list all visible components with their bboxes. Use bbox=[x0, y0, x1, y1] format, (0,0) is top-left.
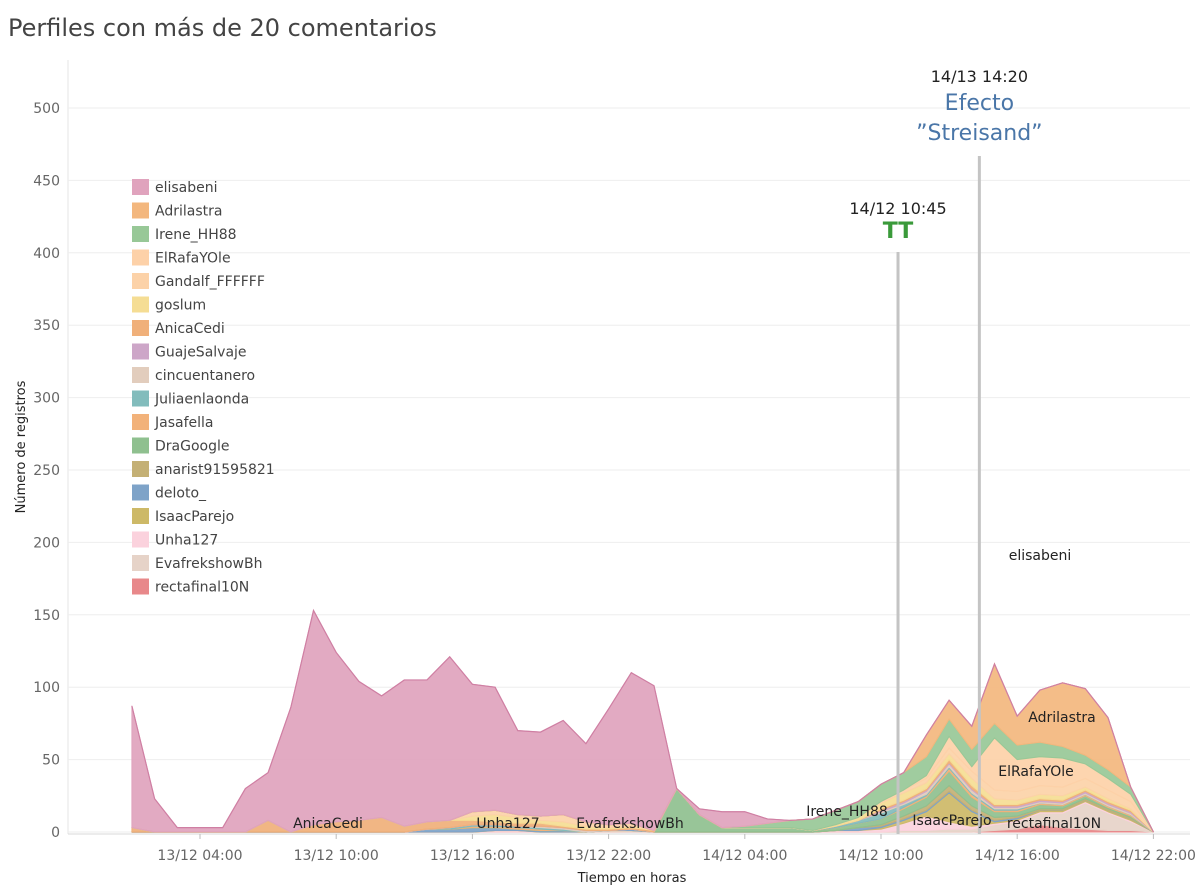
x-tick-label: 13/12 16:00 bbox=[430, 848, 515, 864]
annotation-time-streisand: 14/13 14:20 bbox=[931, 67, 1028, 86]
legend-label: IsaacParejo bbox=[155, 509, 234, 525]
legend-label: Gandalf_FFFFFF bbox=[155, 274, 265, 290]
legend-label: deloto_ bbox=[155, 486, 207, 502]
legend-swatch bbox=[132, 179, 149, 195]
y-tick-label: 0 bbox=[51, 825, 60, 841]
area-label-evafrekshowbh: EvafrekshowBh bbox=[576, 816, 683, 832]
x-tick-label: 14/12 04:00 bbox=[702, 848, 787, 864]
annotation-label-tt: TT bbox=[883, 219, 914, 244]
y-tick-label: 450 bbox=[33, 173, 60, 189]
legend-swatch bbox=[132, 555, 149, 571]
y-tick-label: 500 bbox=[33, 101, 60, 117]
area-label-adrilastra: Adrilastra bbox=[1028, 710, 1095, 726]
y-axis-title: Número de registros bbox=[14, 380, 29, 513]
legend-label: DraGoogle bbox=[155, 439, 229, 455]
y-tick-label: 50 bbox=[42, 753, 60, 769]
legend-swatch bbox=[132, 296, 149, 313]
legend-label: goslum bbox=[155, 298, 206, 314]
legend-swatch bbox=[132, 343, 149, 360]
y-tick-label: 100 bbox=[33, 680, 60, 696]
legend-label: EvafrekshowBh bbox=[155, 556, 262, 572]
x-tick-label: 14/12 10:00 bbox=[838, 848, 923, 864]
legend-label: anarist91595821 bbox=[155, 462, 275, 478]
legend-label: Adrilastra bbox=[155, 204, 222, 220]
annotation-time-tt: 14/12 10:45 bbox=[849, 199, 946, 218]
area-label-layer: elisabeni Adrilastra ElRafaYOle Irene_HH88 I… bbox=[293, 548, 1101, 832]
legend: elisabeni Adrilastra Irene_HH88 ElRafaYOle G… bbox=[132, 179, 275, 596]
legend-swatch bbox=[132, 484, 149, 501]
legend-label: elisabeni bbox=[155, 180, 218, 196]
x-tick-label: 14/12 16:00 bbox=[975, 848, 1060, 864]
legend-swatch bbox=[132, 367, 149, 383]
legend-swatch bbox=[132, 508, 149, 524]
legend-label: ElRafaYOle bbox=[155, 251, 231, 267]
area-label-anicacedi: AnicaCedi bbox=[293, 816, 363, 832]
legend-swatch bbox=[132, 390, 149, 407]
legend-label: Unha127 bbox=[155, 533, 218, 549]
series-line-elisabeni bbox=[131, 608, 1154, 833]
legend-label: cincuentanero bbox=[155, 368, 255, 384]
area-label-elisabeni: elisabeni bbox=[1009, 548, 1072, 564]
legend-swatch bbox=[132, 249, 149, 266]
x-tick-label: 13/12 04:00 bbox=[157, 848, 242, 864]
legend-label: Irene_HH88 bbox=[155, 227, 237, 243]
legend-swatch bbox=[132, 202, 149, 219]
x-tick-label: 14/12 22:00 bbox=[1111, 848, 1196, 864]
legend-label: rectafinal10N bbox=[155, 580, 249, 596]
x-tick-label: 13/12 10:00 bbox=[294, 848, 379, 864]
area-label-unha127: Unha127 bbox=[476, 816, 539, 832]
legend-label: GuajeSalvaje bbox=[155, 345, 247, 361]
y-tick-label: 400 bbox=[33, 246, 60, 262]
y-tick-label: 300 bbox=[33, 391, 60, 407]
legend-label: Juliaenlaonda bbox=[154, 392, 249, 408]
area-label-isaacparejo: IsaacParejo bbox=[912, 813, 991, 829]
y-tick-label: 150 bbox=[33, 608, 60, 624]
legend-swatch bbox=[132, 437, 149, 454]
legend-swatch bbox=[132, 461, 149, 477]
legend-swatch bbox=[132, 414, 149, 430]
y-tick-label: 350 bbox=[33, 318, 60, 334]
legend-label: AnicaCedi bbox=[155, 321, 225, 337]
y-tick-label: 250 bbox=[33, 463, 60, 479]
x-tick-label: 13/12 22:00 bbox=[566, 848, 651, 864]
chart-title: Perfiles con más de 20 comentarios bbox=[8, 14, 437, 42]
x-axis-title: Tiempo en horas bbox=[577, 871, 687, 886]
annotation-label-streisand-line2: ”Streisand” bbox=[916, 121, 1042, 146]
legend-swatch bbox=[132, 531, 149, 548]
y-tick-label: 200 bbox=[33, 535, 60, 551]
legend-label: Jasafella bbox=[154, 415, 213, 431]
legend-swatch bbox=[132, 226, 149, 242]
axis-layer: 0 50 100 150 200 250 300 350 400 450 500 13/12 04:0… bbox=[14, 101, 1196, 886]
legend-swatch bbox=[132, 273, 149, 289]
area-label-elrafayole: ElRafaYOle bbox=[998, 764, 1074, 780]
legend-swatch bbox=[132, 320, 149, 336]
area-layer bbox=[131, 608, 1154, 833]
annotation-label-streisand-line1: Efecto bbox=[945, 91, 1014, 116]
legend-swatch bbox=[132, 578, 149, 595]
area-label-irene-hh88: Irene_HH88 bbox=[806, 804, 888, 820]
area-label-rectafinal10n: rectafinal10N bbox=[1007, 816, 1101, 832]
